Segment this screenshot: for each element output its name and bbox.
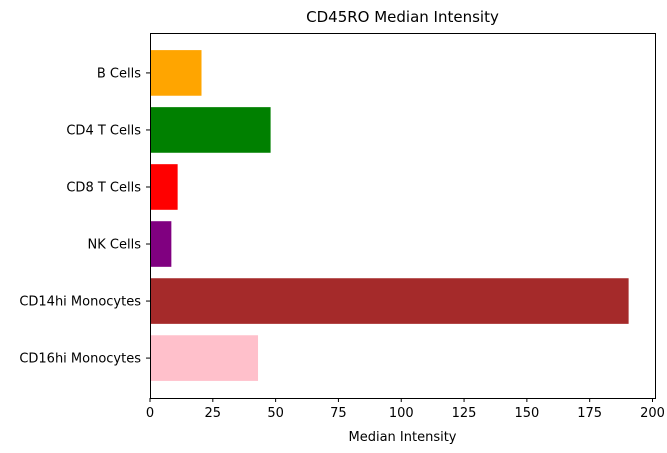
y-tick-label: CD8 T Cells — [66, 180, 141, 195]
y-tick-label: CD4 T Cells — [66, 123, 141, 138]
x-tick-label: 0 — [146, 406, 154, 421]
plot-area-frame — [150, 33, 656, 399]
y-tick-label: B Cells — [97, 66, 141, 81]
bar-b-cells — [150, 50, 202, 96]
y-tick-label: CD16hi Monocytes — [19, 352, 141, 367]
bar-cd4-t-cells — [150, 107, 271, 153]
bar-cd14hi-monocytes — [150, 278, 629, 324]
y-axis-ticks: B Cells CD4 T Cells CD8 T Cells NK Cells CD1… — [19, 66, 150, 367]
x-axis-label: Median Intensity — [349, 430, 457, 445]
x-tick-label: 75 — [330, 406, 347, 421]
x-axis-ticks: 0 25 50 75 100 125 150 175 200 — [146, 398, 665, 421]
x-tick-label: 100 — [389, 406, 414, 421]
x-tick-label: 125 — [452, 406, 477, 421]
bar-nk-cells — [150, 221, 172, 267]
y-tick-label: NK Cells — [88, 238, 142, 253]
bar-cd16hi-monocytes — [150, 335, 259, 381]
x-tick-label: 200 — [640, 406, 665, 421]
y-tick-label: CD14hi Monocytes — [19, 295, 141, 310]
chart-title: CD45RO Median Intensity — [306, 8, 499, 26]
bar-cd8-t-cells — [150, 164, 178, 210]
x-tick-label: 50 — [267, 406, 284, 421]
x-tick-label: 175 — [577, 406, 602, 421]
bars — [150, 50, 629, 381]
x-tick-label: 150 — [514, 406, 539, 421]
x-tick-label: 25 — [205, 406, 222, 421]
